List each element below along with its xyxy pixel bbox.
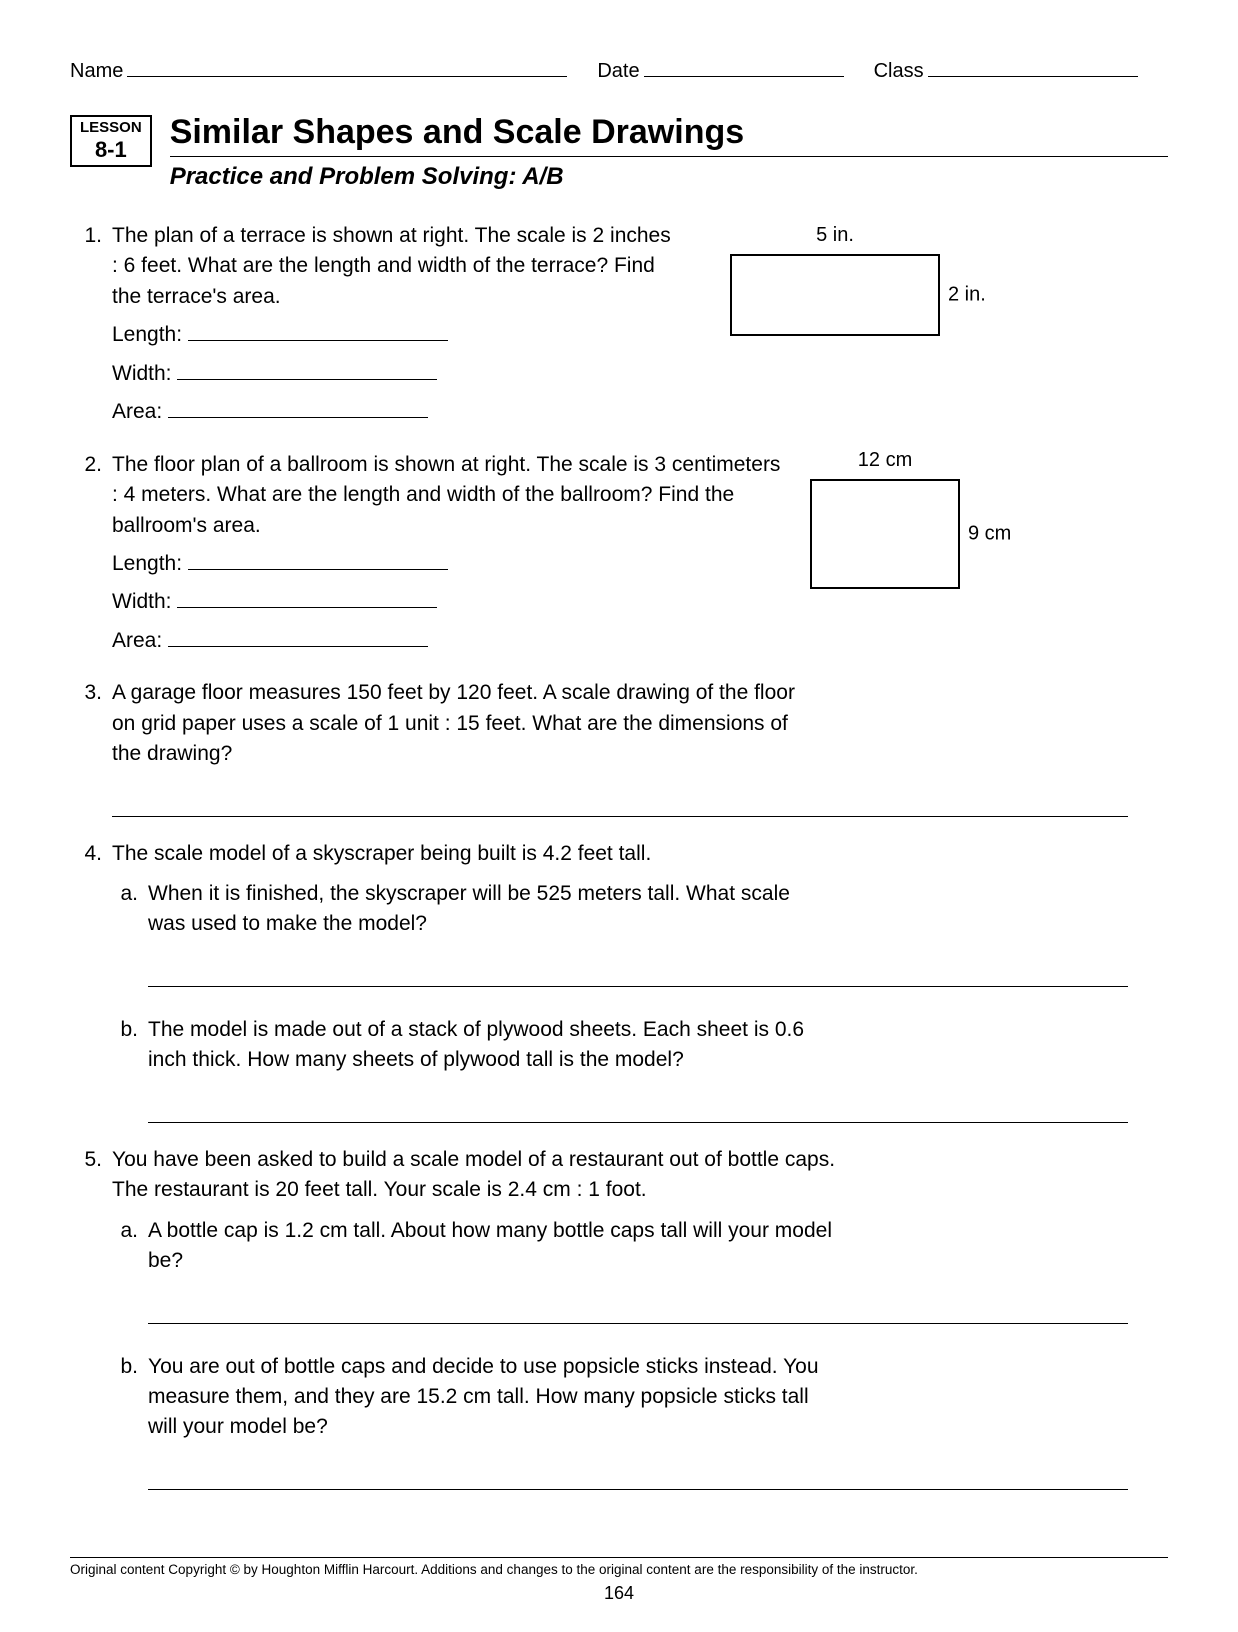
problem-2: 2. The floor plan of a ballroom is shown… [70, 450, 1168, 657]
date-blank[interactable] [644, 76, 844, 77]
page-title: Similar Shapes and Scale Drawings [170, 113, 1168, 152]
footer-rule [70, 1557, 1168, 1558]
length-blank[interactable] [188, 569, 448, 570]
problem-text: You have been asked to build a scale mod… [112, 1145, 872, 1206]
area-blank[interactable] [168, 417, 428, 418]
lesson-label: LESSON [80, 119, 142, 137]
problem-number: 2. [70, 450, 112, 480]
class-label: Class [874, 60, 924, 83]
problem-number: 3. [70, 678, 112, 708]
answer-blank[interactable] [148, 986, 1128, 987]
problem-5: 5. You have been asked to build a scale … [70, 1145, 1168, 1490]
title-row: LESSON 8-1 Similar Shapes and Scale Draw… [70, 113, 1168, 215]
dim-right: 9 cm [960, 519, 1011, 548]
footer: Original content Copyright © by Houghton… [70, 1557, 1168, 1604]
sub-text: The model is made out of a stack of plyw… [148, 1015, 828, 1076]
problem-text: The floor plan of a ballroom is shown at… [112, 450, 782, 541]
length-label: Length: [112, 323, 182, 346]
header-fields: Name Date Class [70, 60, 1168, 83]
problem-number: 4. [70, 839, 112, 869]
dim-top: 5 in. [730, 221, 940, 250]
diagram-2: 12 cm 9 cm [810, 446, 960, 598]
title-rule [170, 156, 1168, 157]
sub-letter: b. [112, 1352, 148, 1490]
ballroom-rect [810, 479, 960, 589]
width-blank[interactable] [177, 379, 437, 380]
answer-blank[interactable] [148, 1323, 1128, 1324]
name-label: Name [70, 60, 123, 83]
sub-letter: a. [112, 879, 148, 987]
problem-number: 5. [70, 1145, 112, 1175]
lesson-box: LESSON 8-1 [70, 115, 152, 167]
answer-blank[interactable] [112, 816, 1128, 817]
subtitle: Practice and Problem Solving: A/B [170, 163, 1168, 191]
problem-text: The scale model of a skyscraper being bu… [112, 839, 1168, 869]
lesson-number: 8-1 [80, 137, 142, 163]
sub-letter: b. [112, 1015, 148, 1123]
terrace-rect [730, 254, 940, 336]
name-blank[interactable] [127, 76, 567, 77]
area-blank[interactable] [168, 646, 428, 647]
class-blank[interactable] [928, 76, 1138, 77]
width-label: Width: [112, 362, 172, 385]
problem-text: A garage floor measures 150 feet by 120 … [112, 678, 812, 769]
problem-4: 4. The scale model of a skyscraper being… [70, 839, 1168, 1123]
answer-blank[interactable] [148, 1122, 1128, 1123]
problem-number: 1. [70, 221, 112, 251]
problem-3: 3. A garage floor measures 150 feet by 1… [70, 678, 1168, 816]
area-label: Area: [112, 400, 162, 423]
problem-text: The plan of a terrace is shown at right.… [112, 221, 672, 312]
diagram-1: 5 in. 2 in. [730, 221, 940, 345]
problem-1: 1. The plan of a terrace is shown at rig… [70, 221, 1168, 428]
length-blank[interactable] [188, 340, 448, 341]
dim-right: 2 in. [940, 281, 986, 310]
dim-top: 12 cm [810, 446, 960, 475]
copyright-text: Original content Copyright © by Houghton… [70, 1562, 1168, 1577]
sub-text: A bottle cap is 1.2 cm tall. About how m… [148, 1216, 868, 1277]
length-label: Length: [112, 552, 182, 575]
page-number: 164 [70, 1583, 1168, 1604]
sub-text: When it is finished, the skyscraper will… [148, 879, 828, 940]
answer-blank[interactable] [148, 1489, 1128, 1490]
area-label: Area: [112, 629, 162, 652]
date-label: Date [597, 60, 639, 83]
width-label: Width: [112, 590, 172, 613]
sub-letter: a. [112, 1216, 148, 1324]
width-blank[interactable] [177, 607, 437, 608]
sub-text: You are out of bottle caps and decide to… [148, 1352, 828, 1443]
